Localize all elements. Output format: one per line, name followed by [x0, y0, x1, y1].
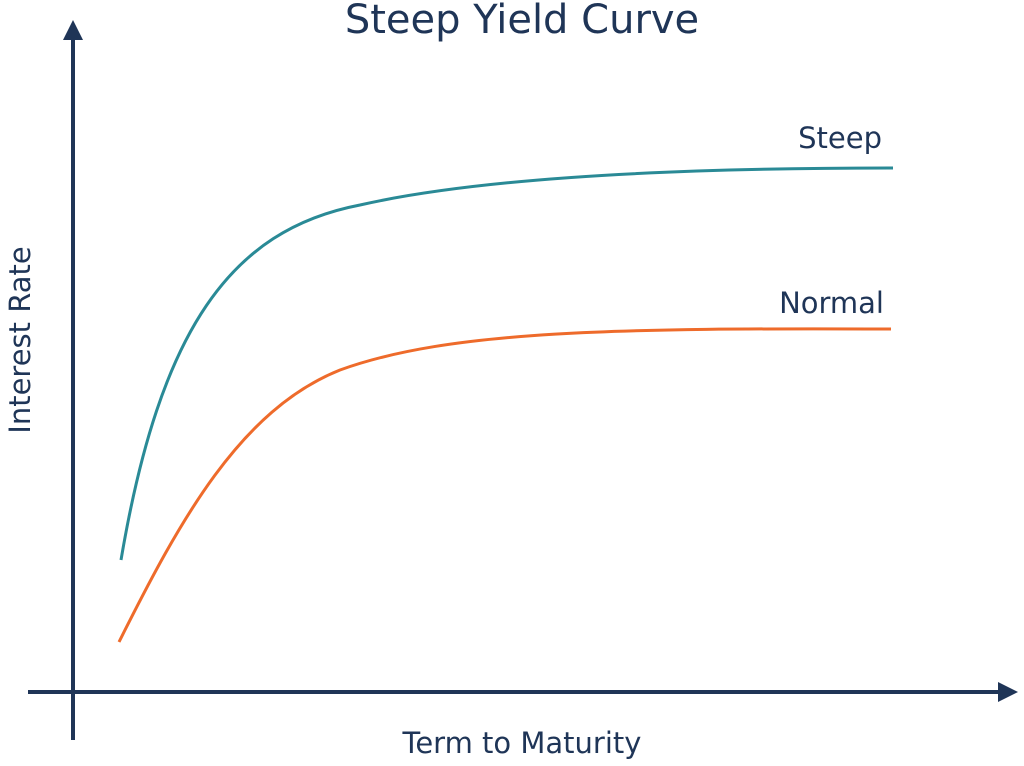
curve-label: Normal — [779, 286, 884, 320]
steep-curve — [119, 166, 894, 561]
y-axis-label: Interest Rate — [3, 246, 37, 433]
normal-curve — [117, 327, 892, 643]
title: Steep Yield Curve — [345, 0, 699, 43]
x-axis-label: Term to Maturity — [402, 726, 642, 760]
curve-label: Steep — [798, 121, 882, 155]
